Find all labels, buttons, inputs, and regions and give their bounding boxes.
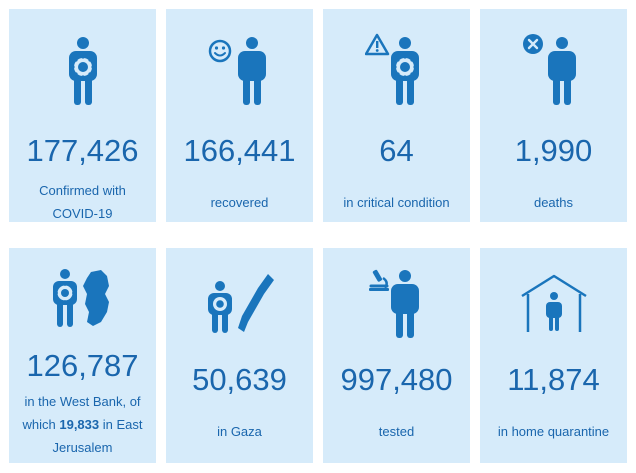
stat-value: 50,639 — [192, 362, 287, 397]
stat-label: COVID-19 — [52, 206, 113, 221]
cross-person-icon — [480, 33, 627, 107]
stat-card-quarantine: 11,874 in home quarantine — [480, 248, 627, 463]
stat-card-confirmed: 177,426 Confirmed with COVID-19 — [9, 9, 156, 222]
stat-label-highlight: 19,833 — [59, 417, 100, 432]
virus-person-icon — [9, 37, 156, 107]
smiling-person-icon — [166, 37, 313, 107]
stat-card-critical: 64 in critical condition — [323, 9, 470, 222]
stat-value: 166,441 — [183, 133, 296, 168]
stat-label: deaths — [533, 195, 574, 210]
stat-label: which 19,833 in East — [9, 413, 156, 437]
stat-label: in home quarantine — [497, 424, 610, 439]
stat-card-tested: 997,480 tested — [323, 248, 470, 463]
microscope-person-icon — [323, 268, 470, 340]
house-person-icon — [480, 274, 627, 334]
stat-value: 997,480 — [340, 362, 453, 397]
stat-label: recovered — [210, 195, 269, 210]
stat-value: 1,990 — [514, 133, 593, 168]
stat-card-deaths: 1,990 deaths — [480, 9, 627, 222]
stat-card-west-bank: 126,787 in the West Bank, of which 19,83… — [9, 248, 156, 463]
stat-label: tested — [378, 424, 415, 439]
stat-label: in critical condition — [343, 195, 450, 210]
stat-value: 11,874 — [507, 362, 600, 397]
stat-label: Confirmed with — [39, 183, 126, 198]
gaza-map-icon — [166, 272, 313, 336]
stat-label-pre: which — [22, 417, 60, 432]
warning-person-icon — [323, 33, 470, 107]
stat-label: in Gaza — [217, 424, 262, 439]
stat-label: in the West Bank, of — [24, 394, 141, 409]
stat-value: 64 — [379, 133, 414, 168]
stat-card-recovered: 166,441 recovered — [166, 9, 313, 222]
stat-card-gaza: 50,639 in Gaza — [166, 248, 313, 463]
west-bank-map-icon — [9, 268, 156, 332]
stat-value: 177,426 — [26, 133, 139, 168]
stat-label-post: in East — [99, 417, 143, 432]
stat-label: Jerusalem — [52, 440, 113, 455]
stat-value: 126,787 — [26, 348, 139, 383]
